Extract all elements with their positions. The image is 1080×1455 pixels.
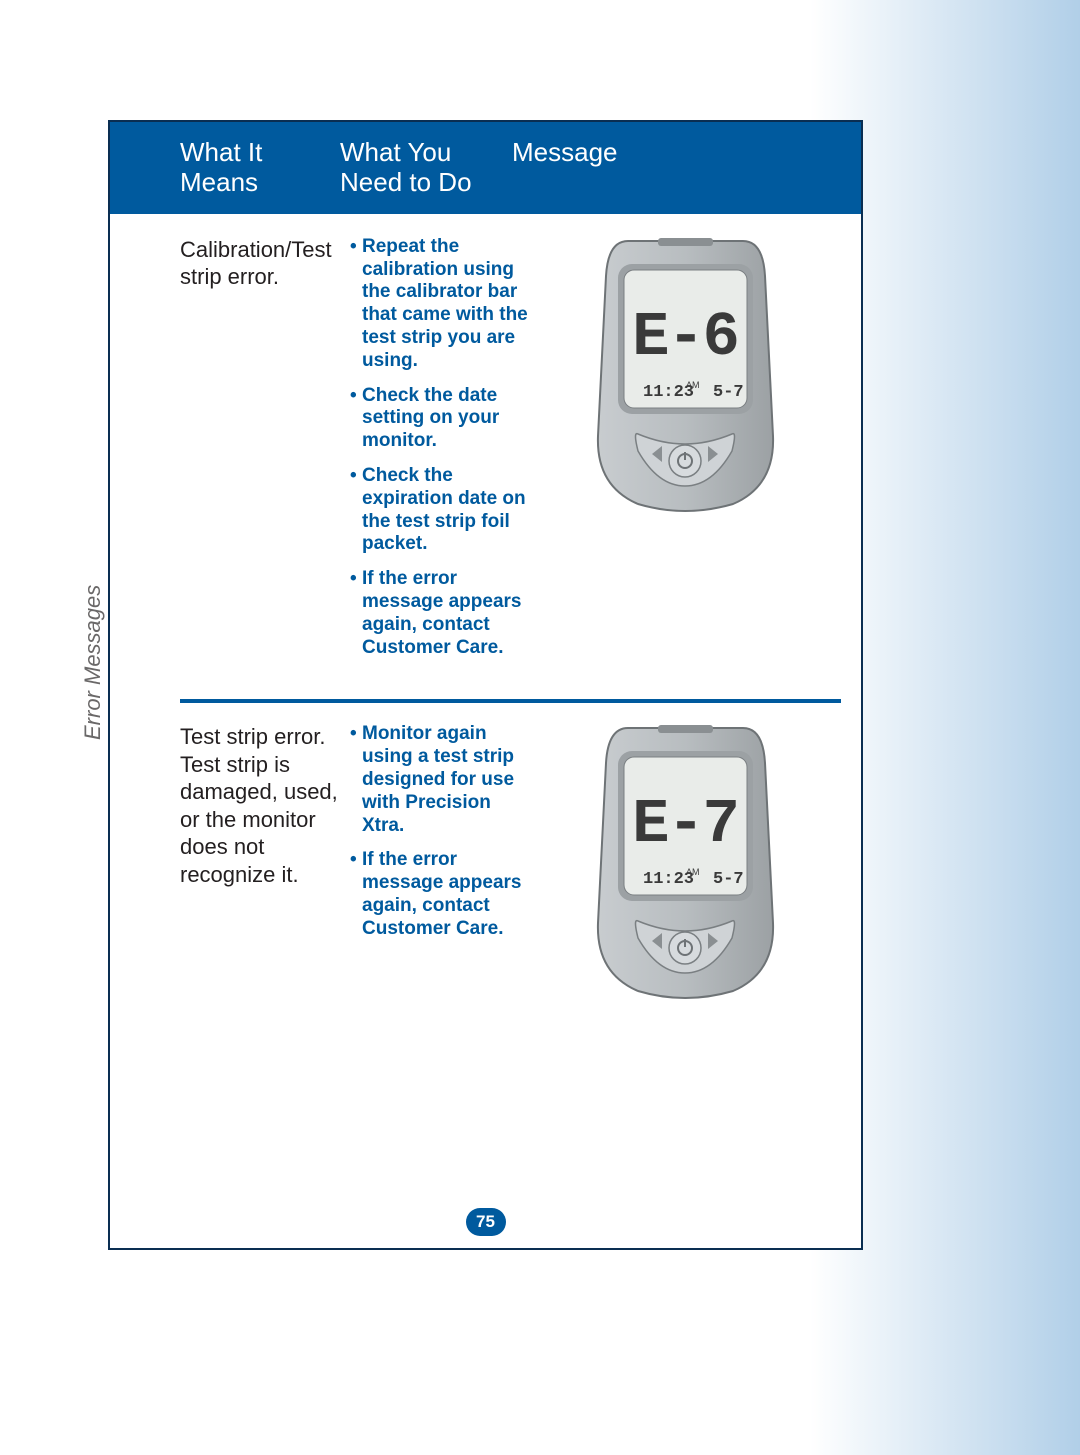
- page-number-badge: 75: [466, 1208, 506, 1236]
- lcd-error-code: E-7: [632, 789, 738, 860]
- row-divider: [180, 699, 841, 703]
- cell-do: Monitor again using a test strip designe…: [350, 723, 530, 952]
- table-row: Calibration/Test strip error. Repeat the…: [180, 236, 841, 690]
- header-text: What It: [180, 137, 262, 167]
- header-text: What You: [340, 137, 451, 167]
- action-item: Monitor again using a test strip designe…: [350, 723, 530, 837]
- action-item: If the error message appears again, cont…: [350, 849, 530, 940]
- header-text: Means: [180, 167, 258, 197]
- action-item: Check the date setting on your monitor.: [350, 385, 530, 453]
- table-header: What It Means What You Need to Do Messag…: [110, 122, 861, 214]
- lcd-date: 5-7: [713, 870, 744, 889]
- content-frame: What It Means What You Need to Do Messag…: [108, 120, 863, 1250]
- section-side-label: Error Messages: [80, 585, 106, 740]
- lcd-date: 5-7: [713, 383, 744, 402]
- glucose-meter-illustration: E-7 11:23 AM 5-7: [588, 723, 783, 1003]
- action-item: Check the expiration date on the test st…: [350, 465, 530, 556]
- cell-means: Calibration/Test strip error.: [180, 236, 350, 291]
- cell-message: E-7 11:23 AM 5-7: [530, 723, 841, 1003]
- page-number: 75: [476, 1212, 495, 1232]
- header-col-means: What It Means: [180, 138, 340, 198]
- lcd-error-code: E-6: [632, 302, 738, 373]
- header-text: Need to Do: [340, 167, 472, 197]
- lcd-ampm: AM: [686, 380, 700, 390]
- cell-do: Repeat the calibration using the calibra…: [350, 236, 530, 672]
- cell-message: E-6 11:23 AM 5-7: [530, 236, 841, 516]
- action-item: Repeat the calibration using the calibra…: [350, 236, 530, 373]
- lcd-ampm: AM: [686, 867, 700, 877]
- header-col-message: Message: [512, 138, 861, 198]
- glucose-meter-illustration: E-6 11:23 AM 5-7: [588, 236, 783, 516]
- cell-means: Test strip error. Test strip is damaged,…: [180, 723, 350, 888]
- table-body: Calibration/Test strip error. Repeat the…: [110, 214, 861, 1022]
- action-item: If the error message appears again, cont…: [350, 568, 530, 659]
- table-row: Test strip error. Test strip is damaged,…: [180, 723, 841, 1021]
- header-text: Message: [512, 137, 618, 167]
- header-col-do: What You Need to Do: [340, 138, 512, 198]
